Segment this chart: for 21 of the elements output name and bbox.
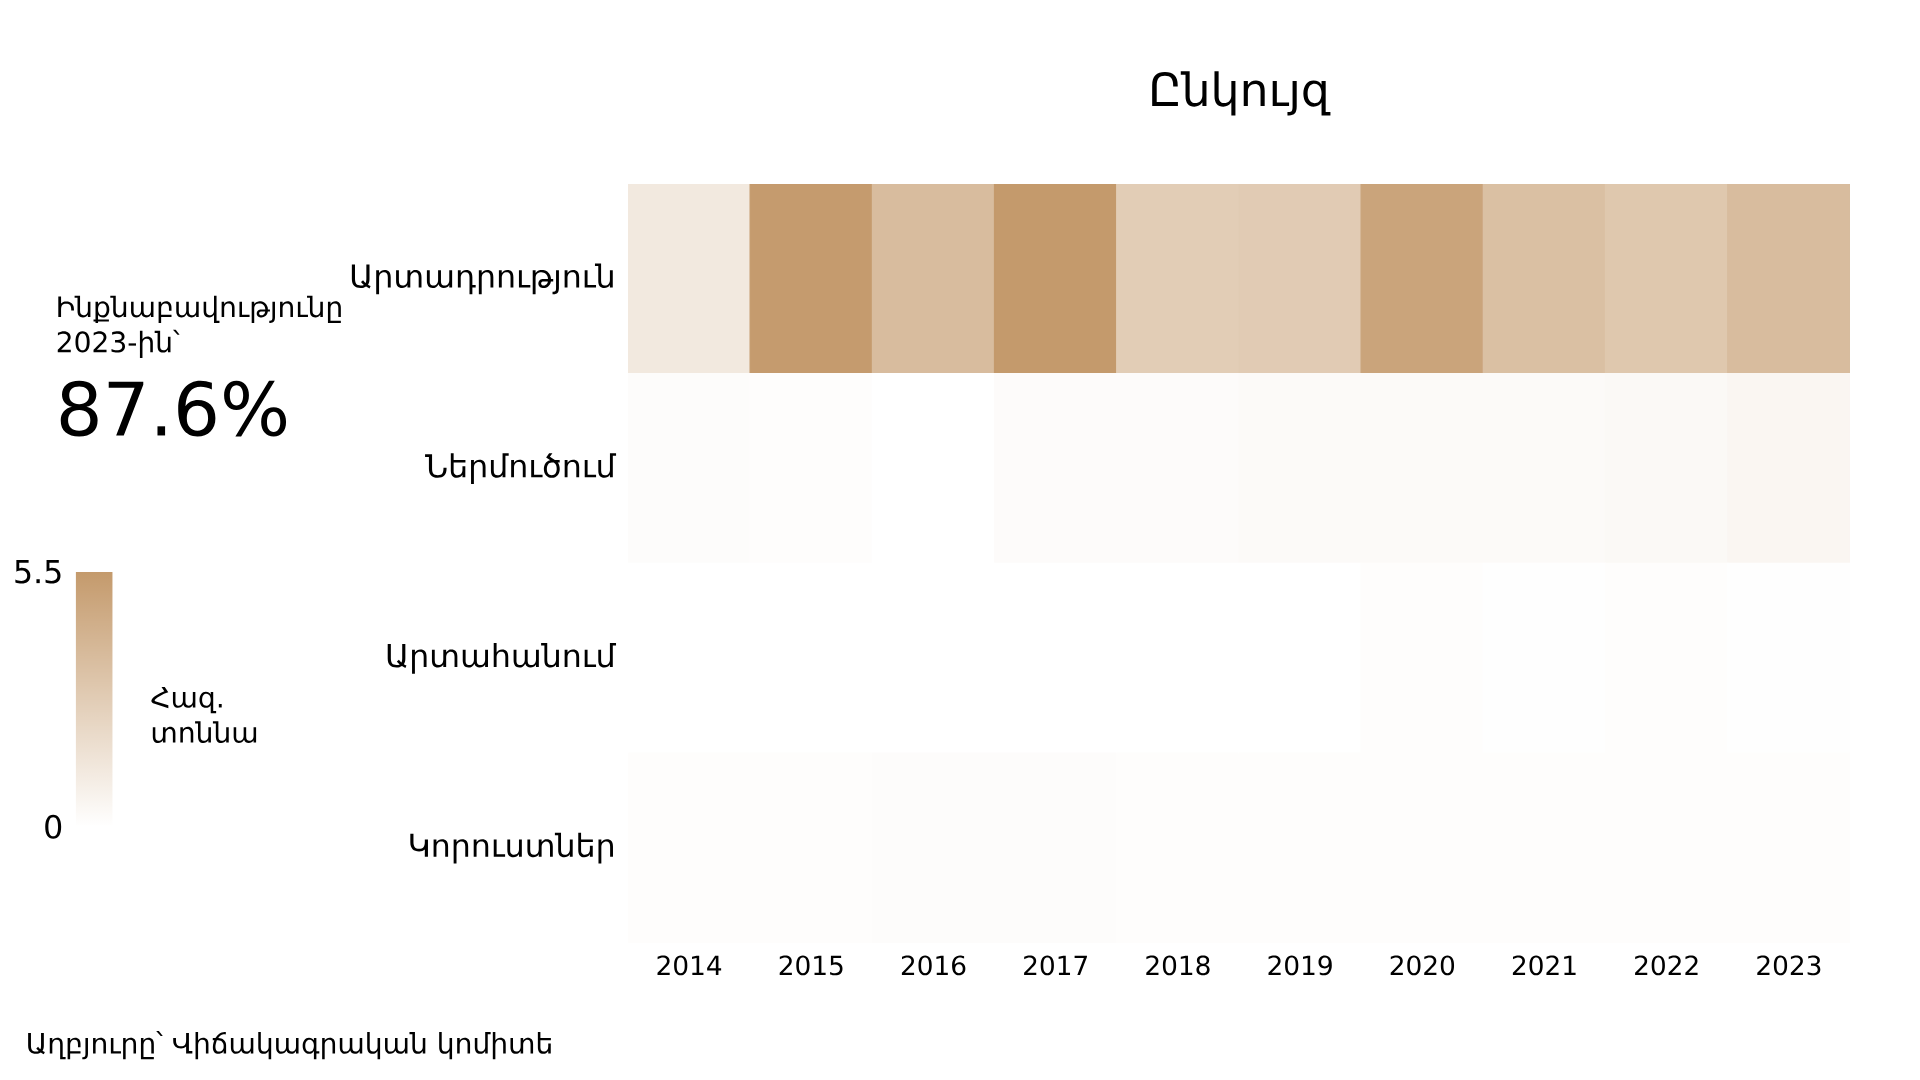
x-tick-label: 2014	[657, 955, 722, 976]
color-bar-title: Հազ. տոննա	[151, 686, 257, 743]
x-tick-label: 2015	[779, 955, 843, 976]
color-bar-label: 0	[45, 814, 62, 839]
x-tick-label: 2018	[1146, 955, 1210, 976]
x-tick-label: 2016	[901, 955, 966, 976]
y-tick-label: Արտադրություն	[351, 263, 613, 295]
y-tick-label: Կորուստներ	[410, 832, 613, 864]
x-tick-label: 2022	[1635, 955, 1698, 976]
y-tick-label: Արտահանում	[387, 643, 617, 674]
text: Աղբյուրը՝ Վիճակագրական կոմիտե	[28, 1030, 551, 1060]
text: 87.6%	[60, 380, 287, 437]
x-tick-label: 2023	[1757, 955, 1821, 976]
text: Ինքնաբավությունը 2023-ին՝	[57, 295, 341, 359]
chart-title: Ընկույզ	[1152, 71, 1331, 116]
x-tick-label: 2021	[1512, 955, 1576, 976]
y-tick-label: Ներմուծում	[425, 453, 617, 484]
x-tick-label: 2019	[1268, 955, 1332, 976]
x-tick-label: 2020	[1390, 955, 1455, 976]
x-tick-label: 2017	[1024, 955, 1087, 976]
color-bar-label: 5.5	[15, 560, 61, 584]
